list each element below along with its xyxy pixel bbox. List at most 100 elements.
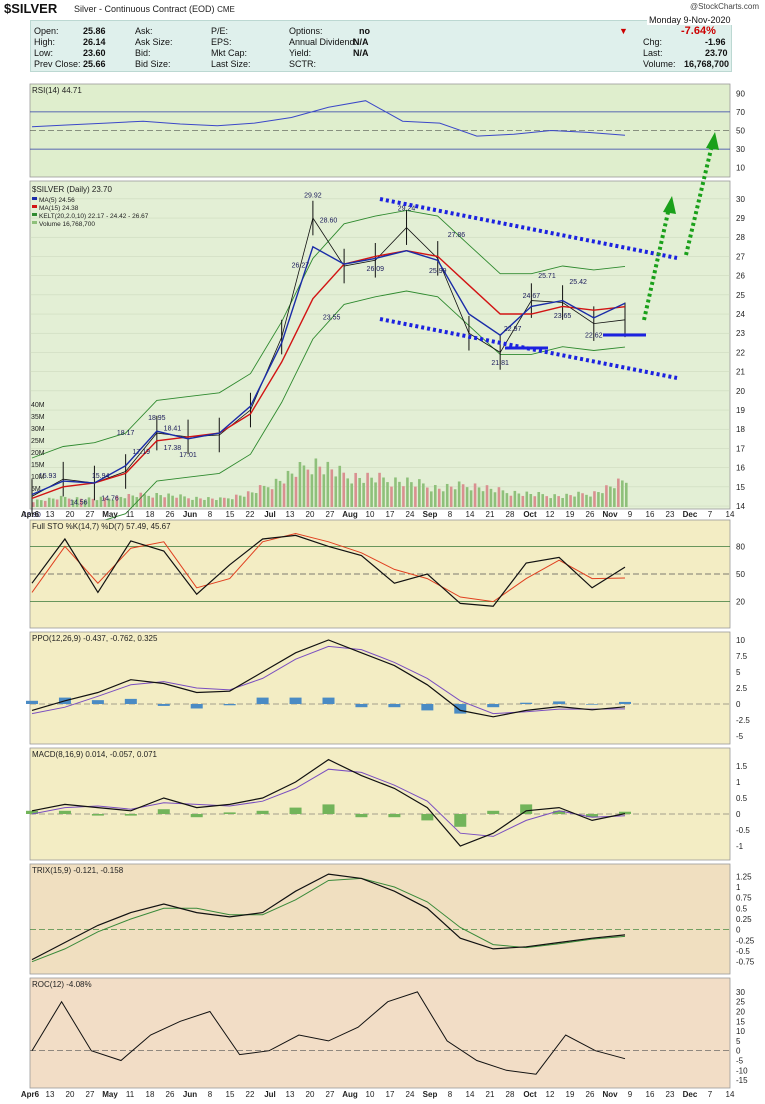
- mkt-cap-label: Mkt Cap:: [211, 48, 248, 58]
- bid-size-label: Bid Size:: [135, 59, 171, 69]
- volume-bar: [163, 497, 166, 507]
- price-xtick-label: 23: [666, 510, 675, 519]
- last-value: 23.70: [705, 48, 728, 58]
- rsi-tick-label: 50: [736, 127, 745, 136]
- volume-value: 16,768,700: [684, 59, 730, 69]
- volume-tick-label: 25M: [31, 438, 45, 445]
- trix-tick-label: 0.75: [736, 894, 752, 903]
- roc-xtick-label: 15: [226, 1090, 235, 1099]
- arrow-head-2-icon: [706, 132, 719, 150]
- price-tick-label: 20: [736, 387, 745, 396]
- roc-xtick-label: Apr6: [21, 1090, 40, 1099]
- volume-bar: [469, 490, 473, 507]
- volume-bar: [179, 494, 182, 507]
- price-xtick-label: 21: [486, 510, 495, 519]
- price-data-label: 28.60: [320, 218, 338, 225]
- price-xtick-label: 27: [86, 510, 95, 519]
- macd-hist-bar: [454, 814, 467, 827]
- price-data-label: 27.86: [448, 232, 466, 239]
- volume-bar: [55, 499, 59, 507]
- price-tick-label: 26: [736, 272, 745, 281]
- high-value: 26.14: [83, 37, 106, 47]
- macd-hist-bar: [256, 810, 269, 814]
- price-data-label: 13.90: [23, 512, 41, 519]
- sto-tick-label: 50: [736, 570, 745, 579]
- macd-hist-bar: [289, 807, 302, 814]
- volume-bar: [457, 481, 461, 507]
- volume-bar: [406, 477, 409, 507]
- volume-bar: [119, 496, 123, 507]
- legend-entry: MA(5) 24.56: [39, 197, 75, 204]
- volume-bar: [366, 472, 369, 507]
- price-tick-label: 30: [736, 195, 745, 204]
- price-xtick-label: 28: [506, 510, 515, 519]
- ppo-hist-bar: [124, 698, 137, 704]
- price-data-label: 18.41: [164, 425, 182, 432]
- volume-bar: [402, 486, 405, 507]
- volume-bar: [43, 500, 47, 507]
- sctr-label: SCTR:: [289, 59, 316, 69]
- price-xtick-label: 12: [546, 510, 555, 519]
- quote-panel: Open: 25.86 High: 26.14 Low: 23.60 Prev …: [30, 15, 733, 72]
- roc-xtick-label: Oct: [523, 1090, 537, 1099]
- volume-bar: [71, 500, 75, 507]
- volume-bar: [601, 493, 604, 507]
- ma5-line: [31, 245, 626, 496]
- rsi-tick-label: 10: [736, 164, 745, 173]
- ppo-hist-bar: [26, 700, 38, 704]
- roc-xtick-label: 13: [286, 1090, 295, 1099]
- price-title: $SILVER (Daily) 23.70: [32, 185, 112, 194]
- volume-bar: [414, 486, 417, 507]
- volume-bar: [250, 492, 254, 507]
- legend-swatch: [32, 221, 37, 224]
- volume-bar: [318, 466, 322, 507]
- volume-bar: [609, 486, 612, 507]
- macd-hist-bar: [26, 810, 38, 814]
- ppo-hist-bar: [454, 704, 467, 714]
- volume-bar: [625, 482, 628, 507]
- roc-xtick-label: 27: [326, 1090, 335, 1099]
- rsi-panel: [29, 83, 731, 178]
- volume-bar: [67, 498, 71, 507]
- volume-bar: [330, 469, 334, 507]
- volume-bar: [35, 499, 39, 507]
- volume-bar: [310, 474, 314, 507]
- ask-label: Ask:: [135, 26, 153, 36]
- trix-tick-label: -0.25: [736, 936, 755, 945]
- roc-xtick-label: 11: [126, 1090, 135, 1099]
- macd-line: [31, 758, 626, 847]
- chart-header: $SILVER Silver - Continuous Contract (EO…: [0, 0, 765, 20]
- ppo-line: [31, 639, 626, 718]
- price-xtick-label: 19: [566, 510, 575, 519]
- volume-bar: [378, 472, 381, 507]
- price-xtick-label: Dec: [683, 510, 698, 519]
- volume-bar: [203, 499, 206, 507]
- roc-tick-label: 10: [736, 1027, 745, 1036]
- volume-bar: [589, 496, 592, 507]
- price-tick-label: 25: [736, 291, 745, 300]
- volume-bar: [617, 478, 620, 507]
- roc-xtick-label: 20: [306, 1090, 315, 1099]
- rsi-tick-label: 70: [736, 108, 745, 117]
- volume-bar: [529, 494, 533, 507]
- volume-bar: [207, 497, 210, 507]
- legend-entry: KELT(20,2.0,10) 22.17 - 24.42 - 26.67: [39, 213, 149, 220]
- price-xtick-label: 9: [628, 510, 633, 519]
- volume-bar: [537, 492, 541, 507]
- volume-bar: [390, 486, 393, 507]
- open-value: 25.86: [83, 26, 106, 36]
- roc-xtick-label: 18: [146, 1090, 155, 1099]
- volume-bar: [215, 500, 218, 507]
- roc-xtick-label: 16: [646, 1090, 655, 1099]
- trix-line: [31, 873, 626, 961]
- roc-tick-label: 0: [736, 1047, 741, 1056]
- volume-bar: [83, 500, 87, 507]
- roc-xtick-label: Nov: [602, 1090, 618, 1099]
- macd-hist-bar: [553, 810, 566, 814]
- keltner-upper: [31, 209, 626, 459]
- price-xtick-label: 15: [226, 510, 235, 519]
- open-label: Open:: [34, 26, 59, 36]
- volume-bar: [394, 477, 397, 507]
- macd-hist-bar: [388, 814, 401, 818]
- price-tick-label: 16: [736, 464, 745, 473]
